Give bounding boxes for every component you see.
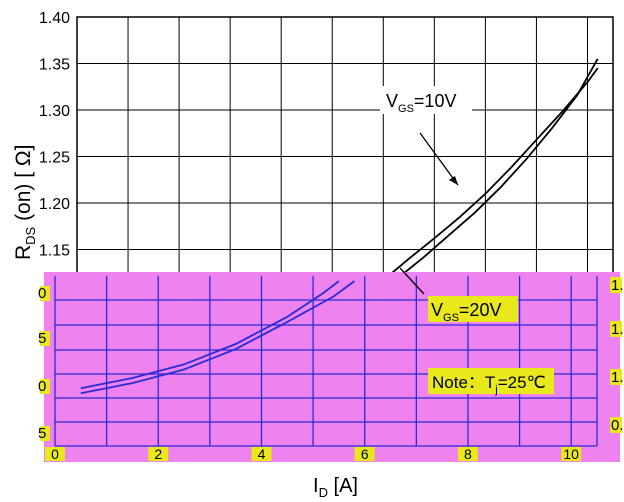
vgs10-label-sub: GS — [398, 103, 414, 115]
vgs10-label-background — [380, 86, 472, 114]
lower-left-tick-fragments: 0 5 0 5 — [38, 285, 50, 442]
lower-series-line — [80, 280, 340, 390]
upper-y-tick-label: 1.40 — [39, 10, 70, 27]
left-tick-fragment: 0 — [38, 285, 46, 302]
x-tick-highlight — [354, 447, 375, 461]
left-tick-fragment: 5 — [38, 425, 46, 442]
vgs10-label-main: V — [386, 91, 398, 111]
x-axis-label: ID [A] — [313, 475, 358, 500]
upper-y-tick-label: 1.30 — [39, 103, 70, 120]
upper-y-tick-label: 1.35 — [39, 57, 70, 74]
y-axis-label-rest: (on) [ Ω] — [12, 145, 35, 227]
lower-chart-background — [44, 272, 620, 462]
right-tick-fragment-highlight — [610, 277, 622, 293]
vgs20-label-background — [428, 296, 518, 322]
lower-right-tick-fragments: 1. 1. 1. 0. — [610, 277, 624, 434]
note-label-background — [428, 368, 554, 394]
right-tick-fragment: 1. — [611, 321, 624, 338]
x-tick-highlight — [148, 447, 169, 461]
x-axis-label-rest: [A] — [328, 475, 358, 497]
left-tick-fragment-highlight — [40, 426, 50, 441]
vgs10-annotation-arrow — [419, 132, 459, 186]
vgs20-label-rest: =20V — [459, 300, 502, 320]
note-label-sub: j — [494, 384, 497, 396]
x-tick-highlight — [251, 447, 272, 461]
vgs20-annotation-line — [399, 267, 425, 295]
left-tick-fragment: 5 — [38, 330, 46, 347]
vgs20-label-sub: GS — [443, 312, 459, 324]
y-axis-label-main: R — [12, 245, 35, 260]
left-tick-fragment-highlight — [40, 331, 50, 346]
right-tick-fragment: 1. — [611, 277, 624, 294]
x-tick-label: 4 — [258, 446, 266, 462]
upper-y-tick-label: 1.15 — [39, 243, 70, 260]
upper-series-group — [362, 58, 599, 297]
x-tick-label: 10 — [563, 446, 579, 462]
vgs20-label: VGS=20V — [431, 300, 501, 324]
x-axis-label-main: I — [313, 475, 319, 497]
x-tick-highlight — [45, 447, 65, 461]
right-tick-fragment: 1. — [611, 369, 624, 386]
right-tick-fragment-highlight — [610, 369, 622, 385]
right-tick-fragment: 0. — [611, 417, 624, 434]
upper-y-tick-label: 1.25 — [39, 150, 70, 167]
right-tick-fragment-highlight — [610, 417, 622, 433]
lower-x-tick-labels: 0 2 4 6 8 10 — [45, 446, 582, 462]
upper-grid — [77, 17, 613, 275]
right-tick-fragment-highlight — [610, 321, 622, 337]
lower-series-group — [80, 280, 355, 395]
x-tick-highlight — [561, 447, 582, 461]
upper-series-line — [362, 67, 599, 297]
left-tick-fragment-highlight — [40, 379, 50, 394]
lower-series-line — [80, 280, 355, 395]
vgs20-label-main: V — [431, 300, 443, 320]
vgs10-annotation-arrowhead — [449, 176, 458, 185]
y-axis-label-sub: DS — [23, 226, 38, 244]
upper-y-tick-labels: 1.40 1.35 1.30 1.25 1.20 1.15 — [39, 10, 70, 260]
left-tick-fragment-highlight — [40, 286, 50, 301]
upper-plot-area — [76, 16, 614, 276]
upper-y-axis-label: RDS (on) [ Ω] — [12, 145, 38, 260]
upper-y-tick-label: 1.20 — [39, 196, 70, 213]
upper-chart: 1.40 1.35 1.30 1.25 1.20 1.15 VGS=10V RDS (on… — [12, 10, 614, 297]
x-axis-label-sub: D — [319, 485, 328, 500]
left-tick-fragment: 0 — [38, 378, 46, 395]
note-label-main: Note：T — [432, 373, 495, 392]
note-label-rest: =25℃ — [498, 373, 546, 392]
x-tick-label: 8 — [464, 446, 472, 462]
x-tick-highlight — [457, 447, 478, 461]
vgs10-label-rest: =10V — [414, 91, 457, 111]
x-tick-label: 6 — [361, 446, 369, 462]
x-tick-label: 2 — [154, 446, 162, 462]
vgs10-label: VGS=10V — [386, 91, 456, 115]
x-tick-label: 0 — [51, 446, 59, 462]
note-label: Note：Tj=25℃ — [432, 373, 546, 396]
upper-series-line — [377, 58, 599, 297]
